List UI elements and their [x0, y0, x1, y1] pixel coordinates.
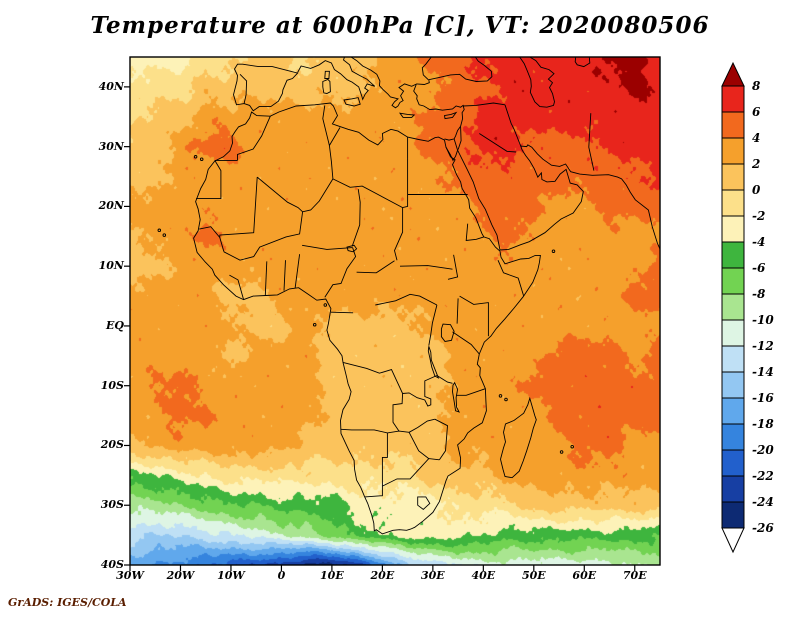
colorbar-tick-label: 6: [752, 105, 761, 119]
x-tick-label: 40E: [471, 569, 496, 582]
colorbar-tick-label: 8: [752, 79, 761, 93]
colorbar-tick-label: -22: [752, 469, 774, 483]
y-tick-label: EQ: [106, 318, 124, 332]
x-tick-label: 30W: [116, 569, 144, 582]
colorbar-tick-label: -12: [752, 339, 774, 353]
colorbar-swatch: [721, 345, 745, 373]
colorbar-swatch: [721, 111, 745, 139]
temperature-field-canvas: [130, 57, 660, 565]
x-tick-label: 20E: [370, 569, 395, 582]
colorbar-tick-label: 4: [752, 131, 760, 145]
colorbar-tick-label: -2: [752, 209, 765, 223]
colorbar-swatch: [721, 163, 745, 191]
plot-title: Temperature at 600hPa [C], VT: 202008050…: [90, 12, 710, 39]
colorbar-tick-label: 2: [751, 157, 760, 171]
colorbar-swatch: [721, 137, 745, 165]
colorbar-swatch: [721, 319, 745, 347]
colorbar-swatch: [721, 501, 745, 529]
y-tick-label: 30N: [98, 139, 124, 153]
colorbar-tick-label: -14: [752, 365, 774, 379]
attribution: GrADS: IGES/COLA: [8, 596, 127, 609]
colorbar: 8 6 4 2 0 -2 -4 -6 -8 -10 -12 -14 -16 -18 -20 -22 -24 -26: [721, 61, 774, 554]
colorbar-swatch: [721, 371, 745, 399]
colorbar-swatch: [721, 189, 745, 217]
colorbar-swatch: [721, 423, 745, 451]
colorbar-tick-label: 0: [752, 183, 761, 197]
x-tick-label: 10W: [217, 569, 245, 582]
colorbar-swatch: [721, 475, 745, 503]
colorbar-swatch: [721, 215, 745, 243]
x-tick-label: 0: [277, 569, 286, 582]
colorbar-tick-label: -20: [752, 443, 774, 457]
x-tick-label: 10E: [320, 569, 344, 582]
y-tick-label: 30S: [100, 498, 124, 512]
x-tick-label: 20W: [166, 569, 195, 582]
x-tick-label: 70E: [622, 569, 647, 582]
colorbar-swatch: [721, 267, 745, 295]
colorbar-tick-label: -6: [752, 261, 766, 275]
y-tick-label: 20S: [100, 438, 124, 452]
colorbar-tick-label: -8: [752, 287, 766, 301]
y-tick-label: 20N: [98, 199, 124, 213]
y-tick-label: 10N: [98, 259, 124, 273]
colorbar-tick-label: -26: [752, 521, 774, 535]
y-tick-label: 40S: [100, 558, 124, 571]
y-tick-label: 10S: [100, 378, 124, 392]
colorbar-swatch: [721, 293, 745, 321]
colorbar-tick-label: -16: [752, 391, 774, 405]
x-tick-label: 60E: [572, 569, 597, 582]
x-tick-label: 50E: [521, 569, 546, 582]
colorbar-swatch: [721, 241, 745, 269]
colorbar-swatch: [721, 85, 745, 113]
colorbar-swatch: [721, 449, 745, 477]
colorbar-tick-label: -18: [752, 417, 774, 431]
colorbar-tick-label: -10: [752, 313, 774, 327]
y-tick-label: 40N: [98, 79, 124, 93]
colorbar-tick-label: -4: [752, 235, 765, 249]
x-tick-label: 30E: [420, 569, 445, 582]
colorbar-arrow-low: [721, 527, 745, 554]
colorbar-arrow-high: [721, 61, 745, 87]
colorbar-swatch: [721, 397, 745, 425]
colorbar-tick-label: -24: [752, 495, 774, 509]
